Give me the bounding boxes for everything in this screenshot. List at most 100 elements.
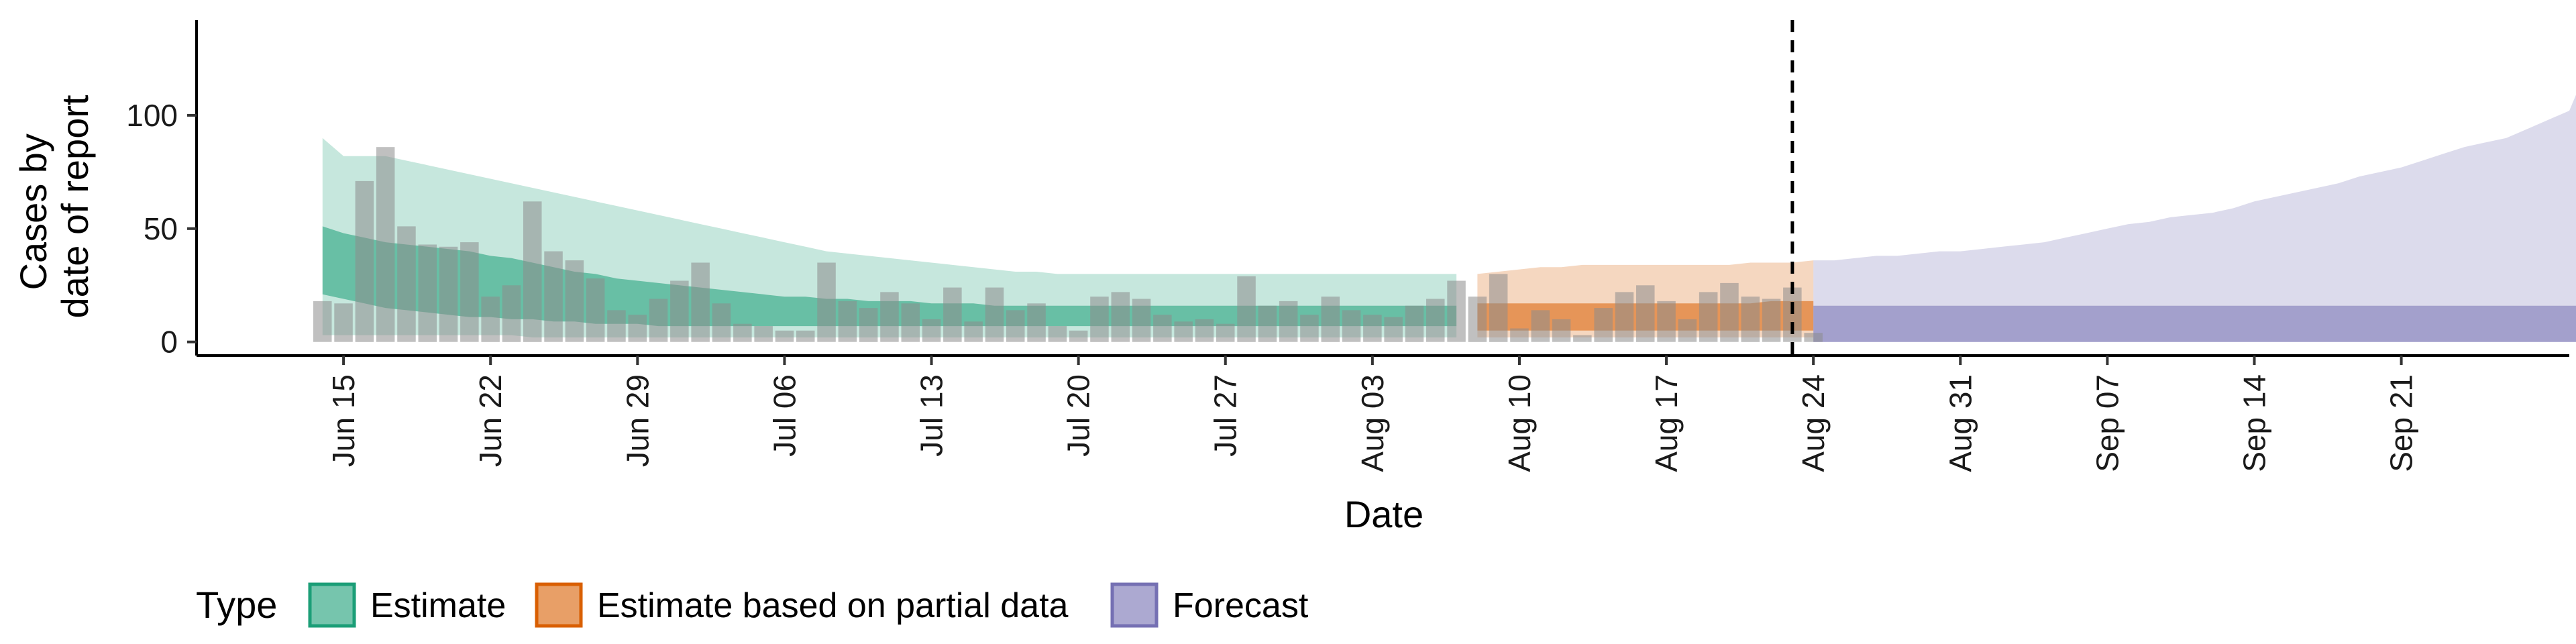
observed-bar: [1321, 297, 1340, 342]
observed-bar: [1090, 297, 1109, 342]
x-tick-label: Aug 24: [1796, 374, 1831, 472]
observed-bar: [376, 147, 395, 342]
observed-bar: [439, 246, 458, 342]
observed-bar: [649, 299, 668, 342]
observed-bar: [1132, 299, 1151, 342]
observed-bar: [418, 244, 437, 342]
observed-bar: [628, 315, 647, 342]
observed-bar: [1615, 292, 1634, 342]
observed-bar: [943, 287, 962, 342]
x-tick-label: Aug 17: [1649, 374, 1684, 472]
observed-bar: [565, 260, 584, 342]
observed-bar: [901, 303, 920, 342]
observed-bar: [1447, 280, 1466, 342]
x-tick-label: Jul 06: [767, 374, 802, 457]
x-tick-label: Jun 29: [620, 374, 655, 467]
x-tick-label: Sep 21: [2384, 374, 2419, 472]
observed-bar: [754, 326, 773, 342]
legend-label-estimate-based-on-partial-data: Estimate based on partial data: [597, 586, 1069, 625]
legend-label-forecast: Forecast: [1173, 586, 1309, 625]
observed-bar: [712, 303, 731, 342]
observed-bars: [313, 147, 1823, 342]
band-outer-forecast: [1813, 95, 2576, 342]
observed-bar: [775, 330, 794, 342]
observed-bar: [1279, 301, 1298, 342]
observed-bar: [586, 278, 605, 342]
observed-bar: [1174, 321, 1193, 342]
observed-bar: [733, 323, 752, 342]
x-axis-title: Date: [1344, 493, 1424, 535]
observed-bar: [1804, 333, 1823, 342]
x-tick-label: Aug 10: [1502, 374, 1537, 472]
x-tick-label: Jul 27: [1208, 374, 1243, 457]
observed-bar: [1300, 315, 1319, 342]
observed-bar: [859, 308, 878, 342]
observed-bar: [1741, 297, 1760, 342]
observed-bar: [523, 201, 542, 342]
observed-bar: [880, 292, 899, 342]
y-tick-label: 50: [144, 211, 178, 246]
observed-bar: [502, 285, 521, 342]
observed-bar: [985, 287, 1004, 342]
observed-bar: [1195, 319, 1214, 342]
observed-bar: [397, 226, 416, 342]
legend-title: Type: [196, 584, 277, 626]
y-axis-title: Cases by date of report: [12, 95, 96, 319]
observed-bar: [460, 242, 479, 342]
observed-bar: [691, 262, 710, 342]
y-axis-title-line-1: Cases by: [12, 133, 54, 290]
x-tick-label: Aug 03: [1355, 374, 1390, 472]
observed-bar: [1258, 305, 1277, 342]
x-tick-label: Sep 07: [2090, 374, 2125, 472]
observed-bar: [1405, 305, 1424, 342]
band-inner-estimate: [322, 226, 1457, 327]
observed-bar: [964, 321, 983, 342]
observed-bar: [1720, 282, 1739, 342]
observed-bar: [1489, 274, 1508, 342]
observed-bar: [1006, 310, 1025, 342]
observed-bar: [1657, 301, 1676, 342]
observed-bar: [1531, 310, 1550, 342]
observed-bar: [1384, 317, 1403, 342]
observed-bar: [1216, 323, 1235, 342]
observed-bar: [670, 280, 689, 342]
observed-bar: [544, 251, 563, 342]
legend-key-estimate: [308, 582, 356, 628]
observed-bar: [1069, 330, 1088, 342]
x-tick-label: Jun 22: [473, 374, 508, 467]
observed-bar: [481, 297, 500, 342]
observed-bar: [1342, 310, 1361, 342]
legend-key-forecast: [1110, 582, 1159, 628]
observed-bar: [1594, 308, 1613, 342]
legend-key-estimate-based-on-partial-data: [535, 582, 583, 628]
observed-bar: [1111, 292, 1130, 342]
observed-bar: [1237, 276, 1256, 342]
legend: Type Estimate Estimate based on partial d…: [196, 582, 1309, 628]
observed-bar: [313, 301, 332, 342]
observed-bar: [922, 319, 941, 342]
observed-bar: [817, 262, 836, 342]
observed-bar: [1153, 315, 1172, 342]
observed-bar: [1573, 335, 1592, 342]
x-tick-label: Jul 20: [1061, 374, 1096, 457]
observed-bar: [1636, 285, 1655, 342]
observed-bar: [1027, 303, 1046, 342]
observed-bar: [1699, 292, 1718, 342]
observed-bar: [334, 303, 353, 342]
observed-bar: [1552, 319, 1571, 342]
x-tick-label: Sep 14: [2237, 374, 2272, 472]
x-tick-label: Jul 13: [914, 374, 949, 457]
legend-label-estimate: Estimate: [370, 586, 506, 625]
observed-bar: [1426, 299, 1445, 342]
axes: 0 50 100 Jun 15 Jun 22 Jun 29 Jul 06 Jul 13 Jul …: [126, 20, 2569, 472]
y-axis-title-line-2: date of report: [54, 95, 96, 319]
observed-bar: [607, 310, 626, 342]
x-tick-label: Aug 31: [1943, 374, 1978, 472]
x-tick-label: Jun 15: [326, 374, 361, 467]
observed-bar: [1048, 326, 1067, 342]
observed-bar: [1510, 328, 1529, 342]
y-tick-label: 100: [126, 98, 178, 133]
observed-bar: [1678, 319, 1697, 342]
observed-bar: [1468, 297, 1487, 342]
